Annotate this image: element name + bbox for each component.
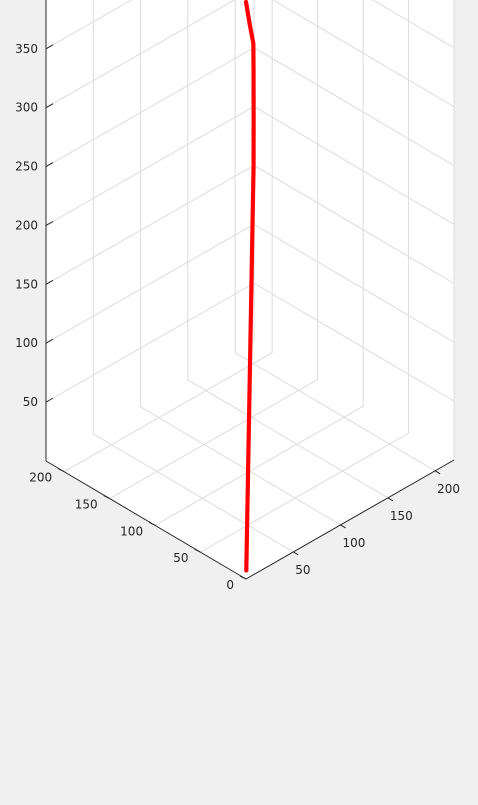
y-tick-mark	[148, 521, 156, 526]
gridline-wall-z-right	[272, 0, 455, 108]
gridline-wall-z-left	[45, 0, 133, 50]
data-point	[243, 0, 249, 5]
back-wall-right	[254, 0, 454, 460]
y-tick-label: 0	[226, 578, 234, 592]
y-tick-mark	[194, 548, 201, 553]
gridline-wall-z-left	[45, 0, 236, 109]
x-tick-mark	[387, 497, 394, 502]
gridline-wall-z-right	[253, 223, 455, 343]
gridline-wall-z-left	[45, 47, 255, 168]
x-axis-line	[245, 459, 455, 580]
z-tick-mark	[45, 221, 54, 226]
gridline-floor-x	[140, 406, 341, 526]
z-tick-label: 250	[15, 160, 38, 174]
y-tick-mark	[103, 495, 110, 499]
z-tick-mark	[45, 162, 54, 168]
back-wall-left	[46, 0, 254, 461]
z-tick-mark	[45, 44, 54, 50]
gridline-floor-x	[187, 379, 389, 499]
x-tick-label: 150	[390, 509, 413, 523]
plot-box	[46, 0, 454, 579]
data-series	[243, 0, 256, 573]
gridline-wall-z-left	[45, 106, 255, 226]
z-tick-label: 150	[15, 277, 38, 291]
y-tick-label: 50	[173, 551, 188, 565]
gridline-wall-z-right	[253, 164, 455, 284]
tick-labels: 50 100 150 200 0 50 100 150 200 50 100 150 200 250 300…	[15, 42, 460, 592]
gridline-wall-z-right	[253, 106, 455, 225]
gridline-floor-y	[109, 379, 318, 499]
x-tick-label: 200	[437, 482, 460, 496]
gridline-floor-y	[154, 405, 364, 526]
y-tick-mark	[57, 468, 65, 473]
y-tick-label: 200	[29, 471, 52, 485]
gridline-floor-y	[63, 352, 273, 473]
y-tick-mark	[239, 575, 247, 580]
y-tick-label: 150	[75, 498, 98, 512]
x-tick-mark	[340, 524, 346, 529]
y-tick-label: 100	[120, 524, 143, 538]
y-axis-line	[45, 460, 247, 580]
z-tick-mark	[45, 397, 54, 403]
axes	[45, 0, 455, 580]
gridline-wall-z-right	[371, 0, 455, 49]
gridline-wall-z-right	[253, 47, 455, 167]
z-tick-label: 50	[23, 395, 38, 409]
gridline-floor-y	[200, 432, 409, 553]
x-tick-mark	[293, 551, 299, 556]
x-tick-label: 50	[295, 563, 310, 577]
z-tick-label: 100	[15, 336, 38, 350]
z-tick-label: 300	[15, 101, 38, 115]
gridline-wall-z-left	[45, 282, 255, 403]
x-tick-label: 100	[343, 536, 366, 550]
z-tick-label: 350	[15, 42, 38, 56]
z-tick-label: 200	[15, 218, 38, 232]
gridline-wall-z-left	[45, 164, 255, 285]
gridline-wall-z-right	[253, 282, 455, 402]
z-tick-mark	[45, 338, 54, 344]
z-tick-mark	[45, 103, 54, 109]
gridline-floor-x	[234, 352, 436, 472]
gridline-wall-z-left	[45, 223, 255, 344]
x-tick-mark	[434, 470, 441, 475]
z-tick-mark	[45, 279, 54, 285]
gridline-floor-x	[93, 433, 294, 553]
